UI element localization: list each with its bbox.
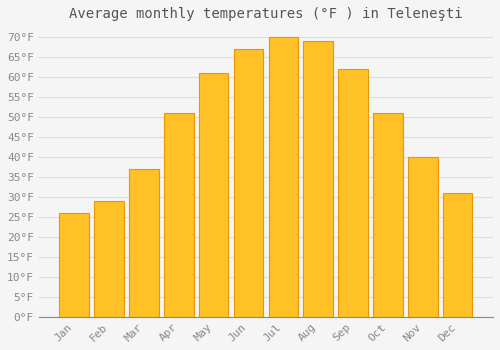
Bar (234, 49, 264, 317)
Bar (373, 113, 402, 317)
Bar (304, 41, 333, 317)
Bar (443, 193, 472, 317)
Bar (408, 157, 438, 317)
Bar (268, 37, 298, 317)
Bar (199, 73, 228, 317)
Bar (338, 69, 368, 317)
Title: Average monthly temperatures (°F ) in Teleneşti: Average monthly temperatures (°F ) in Te… (69, 7, 462, 21)
Bar (164, 113, 194, 317)
Bar (60, 213, 89, 317)
Bar (94, 201, 124, 317)
Bar (129, 169, 159, 317)
